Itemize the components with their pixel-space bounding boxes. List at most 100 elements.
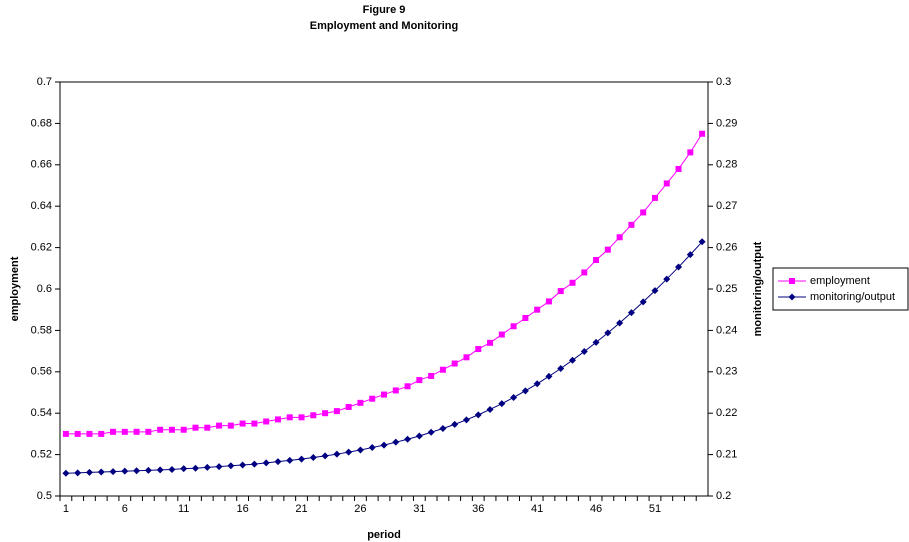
data-point	[298, 414, 305, 421]
data-point	[74, 469, 82, 477]
y2-tick-label: 0.3	[716, 76, 731, 88]
data-point	[156, 466, 164, 474]
data-point	[663, 275, 671, 283]
data-point	[593, 257, 600, 264]
legend-box	[772, 267, 909, 311]
x-tick-label: 41	[531, 503, 543, 515]
data-point	[686, 251, 694, 259]
x-tick-label: 36	[472, 503, 484, 515]
data-point	[274, 458, 282, 466]
data-point	[62, 469, 70, 477]
data-point	[510, 393, 518, 401]
data-point	[180, 465, 188, 473]
data-point	[416, 377, 423, 384]
data-point	[98, 430, 105, 437]
x-tick-label: 26	[354, 503, 366, 515]
y-axis-label: employment	[9, 256, 21, 321]
series-line	[65, 133, 703, 435]
data-point	[191, 464, 199, 472]
data-point	[121, 467, 129, 475]
data-point	[545, 298, 552, 305]
y2-tick-label: 0.28	[716, 159, 737, 171]
data-point	[522, 314, 529, 321]
data-point	[85, 468, 93, 476]
data-point	[581, 269, 588, 276]
data-point	[168, 426, 175, 433]
data-point	[345, 448, 353, 456]
data-point	[521, 387, 529, 395]
data-point	[475, 346, 482, 353]
data-point	[310, 412, 317, 419]
y-tick-label: 0.54	[31, 407, 52, 419]
x-tick-label: 11	[178, 503, 189, 515]
chart-title: Figure 9	[363, 4, 406, 16]
data-point	[498, 400, 506, 408]
data-point	[392, 387, 399, 394]
data-point	[144, 466, 152, 474]
data-point	[604, 246, 611, 253]
data-point	[192, 424, 199, 431]
data-point	[569, 279, 576, 286]
data-point	[462, 416, 470, 424]
data-point	[439, 366, 446, 373]
x-tick-label: 31	[413, 503, 425, 515]
data-point	[639, 298, 647, 306]
data-point	[510, 323, 517, 330]
data-point	[133, 467, 141, 475]
data-point	[263, 418, 270, 425]
y2-tick-label: 0.25	[716, 283, 737, 295]
data-point	[357, 399, 364, 406]
y2-tick-label: 0.24	[716, 324, 737, 336]
y-tick-label: 0.66	[31, 159, 52, 171]
data-point	[251, 420, 258, 427]
data-point	[333, 408, 340, 415]
y-tick-label: 0.5	[37, 490, 52, 502]
y-tick-label: 0.62	[31, 242, 52, 254]
data-point	[262, 459, 270, 467]
data-point	[439, 425, 447, 433]
data-point	[545, 372, 553, 380]
y2-tick-label: 0.29	[716, 117, 737, 129]
data-point	[309, 453, 317, 461]
x-tick-label: 6	[122, 503, 128, 515]
x-axis-label: period	[367, 529, 401, 541]
data-point	[368, 444, 376, 452]
data-point	[180, 426, 187, 433]
data-point	[451, 420, 459, 428]
data-point	[604, 329, 612, 337]
data-point	[321, 452, 329, 460]
data-point	[534, 306, 541, 313]
data-point	[97, 468, 105, 476]
legend-marker	[789, 278, 795, 284]
y2-tick-label: 0.23	[716, 366, 737, 378]
data-point	[109, 468, 117, 476]
data-point	[592, 338, 600, 346]
y2-tick-label: 0.22	[716, 407, 737, 419]
data-point	[451, 360, 458, 367]
x-tick-label: 21	[295, 503, 307, 515]
y2-tick-label: 0.26	[716, 242, 737, 254]
data-point	[487, 339, 494, 346]
plot-area	[59, 81, 709, 497]
data-point	[286, 456, 294, 464]
y-tick-label: 0.52	[31, 449, 52, 461]
data-point	[427, 428, 435, 436]
data-point	[215, 463, 223, 471]
data-point	[651, 194, 658, 201]
y2-tick-label: 0.2	[716, 490, 731, 502]
data-point	[250, 460, 258, 468]
data-point	[663, 180, 670, 187]
data-point	[369, 395, 376, 402]
data-point	[168, 466, 176, 474]
data-point	[203, 463, 211, 471]
y-tick-label: 0.6	[37, 283, 52, 295]
data-point	[628, 221, 635, 228]
data-point	[381, 391, 387, 398]
data-point	[62, 430, 69, 437]
y2-tick-label: 0.27	[716, 200, 737, 212]
data-point	[333, 450, 341, 458]
data-point	[121, 428, 128, 435]
data-point	[557, 364, 565, 372]
x-tick-label: 16	[236, 503, 248, 515]
